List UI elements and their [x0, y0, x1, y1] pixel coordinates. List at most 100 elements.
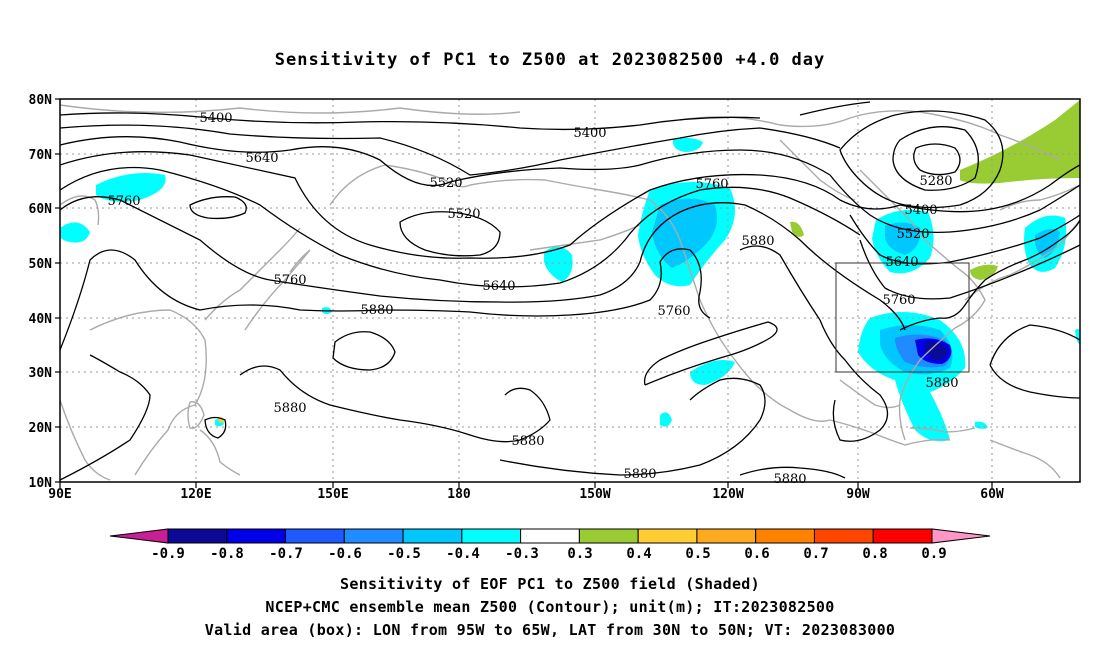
coastline: [199, 429, 241, 476]
coastline: [529, 224, 641, 251]
grid: [60, 99, 1080, 482]
lon-label: 180: [447, 487, 471, 502]
colorbar-tick-label: -0.9: [151, 546, 185, 562]
lat-label: 10N: [29, 476, 53, 491]
colorbar-tick-label: 0.7: [803, 546, 828, 562]
contour-line: [799, 101, 1080, 213]
shade-blob: [60, 222, 90, 243]
colorbar-tick-label: 0.3: [567, 546, 592, 562]
contour-line: [60, 136, 831, 187]
coastline: [469, 178, 831, 422]
colorbar-tick-label: -0.8: [210, 546, 244, 562]
contour-label: 5400: [573, 126, 606, 141]
contour-label: 5640: [245, 151, 278, 166]
lat-label: 70N: [29, 148, 53, 163]
colorbar-tick-label: 0.9: [921, 546, 946, 562]
shade-blob-positive: [970, 264, 998, 280]
coastline: [204, 227, 301, 321]
colorbar-cell: [520, 528, 580, 544]
colorbar-low-arrow: [109, 528, 169, 544]
colorbar-tick-label: 0.5: [685, 546, 710, 562]
coastline: [60, 104, 521, 115]
shade-blob: [672, 137, 703, 152]
lon-label: 60W: [980, 487, 1004, 502]
lat-label: 40N: [29, 312, 53, 327]
shade-blob-positive: [790, 221, 804, 237]
contour-label: 5640: [482, 279, 515, 294]
coastline: [909, 427, 976, 433]
contour-line: [60, 124, 841, 176]
contour-line: [60, 248, 711, 351]
caption-shading: Sensitivity of EOF PC1 to Z500 field (Sh…: [340, 575, 760, 593]
coastline: [839, 379, 901, 409]
contour-label: 5520: [896, 227, 929, 242]
contour-label: 5760: [695, 177, 728, 192]
coastline: [679, 110, 1061, 161]
colorbar-tick-label: 0.8: [862, 546, 887, 562]
colorbar-high-arrow: [931, 528, 991, 544]
colorbar-cell: [872, 528, 933, 544]
contour-line: [399, 211, 501, 257]
contour-labels: 5400 5400 5640 5520 5520 5760 5760 5640 …: [107, 111, 958, 487]
contour-label: 5880: [623, 467, 656, 482]
contour-line: [60, 166, 861, 288]
valid-area-box: [835, 262, 970, 373]
shade-blob: [1035, 229, 1060, 258]
colorbar-cell: [285, 528, 345, 544]
colorbar-tick-label: -0.5: [387, 546, 421, 562]
colorbar-cell: [813, 528, 874, 544]
colorbar-cell: [343, 528, 404, 544]
plot-frame: [59, 98, 1081, 483]
contour-line: [913, 143, 961, 176]
contour-label: 5880: [741, 234, 774, 249]
contour-label: 5280: [919, 174, 952, 189]
shade-blob: [975, 421, 988, 429]
contour-line: [204, 416, 227, 439]
contour-line: [60, 112, 761, 131]
lon-label: 120W: [712, 487, 743, 502]
caption-contour: NCEP+CMC ensemble mean Z500 (Contour); u…: [265, 598, 835, 616]
lon-label: 120E: [180, 487, 211, 502]
contour-label: 5400: [904, 203, 937, 218]
colorbar: -0.9 -0.8 -0.7 -0.6 -0.5 -0.4 -0.3 0.3 0…: [109, 528, 991, 562]
coastlines: [60, 104, 1080, 481]
lon-label: 150W: [579, 487, 610, 502]
contour-line: [60, 354, 151, 481]
coastline: [779, 139, 856, 201]
lon-label: 150E: [317, 487, 348, 502]
lat-label: 50N: [29, 257, 53, 272]
shade-blob: [1075, 329, 1080, 345]
axis-ticks: [55, 98, 993, 488]
contour-label: 5880: [773, 472, 806, 487]
contour-line: [739, 466, 846, 479]
coastline: [187, 401, 205, 429]
colorbar-tick-label: -0.4: [446, 546, 480, 562]
coastline: [89, 309, 207, 476]
colorbar-cell: [755, 528, 815, 544]
contour-label: 5760: [882, 293, 915, 308]
z500-contours: [60, 101, 1080, 481]
contour-line: [332, 331, 396, 371]
coastline: [989, 439, 1061, 479]
shade-blob: [544, 246, 573, 282]
contour-line: [899, 219, 1080, 331]
coastline: [60, 399, 111, 481]
colorbar-tick-label: 0.6: [744, 546, 769, 562]
colorbar-cell: [167, 528, 228, 544]
contour-line: [839, 110, 1004, 209]
coastline: [329, 164, 471, 206]
contour-line: [60, 151, 901, 259]
coastline: [999, 184, 1080, 211]
contour-label: 5640: [885, 255, 918, 270]
lat-label: 60N: [29, 202, 53, 217]
contour-line: [892, 126, 979, 191]
colorbar-cell: [461, 528, 522, 544]
contour-label: 5760: [657, 304, 690, 319]
colorbar-cell: [226, 528, 287, 544]
contour-line: [829, 174, 1080, 234]
shade-blob: [925, 342, 948, 360]
contour-label: 5880: [925, 376, 958, 391]
contour-label: 5520: [447, 207, 480, 222]
lon-label: 90W: [846, 487, 870, 502]
